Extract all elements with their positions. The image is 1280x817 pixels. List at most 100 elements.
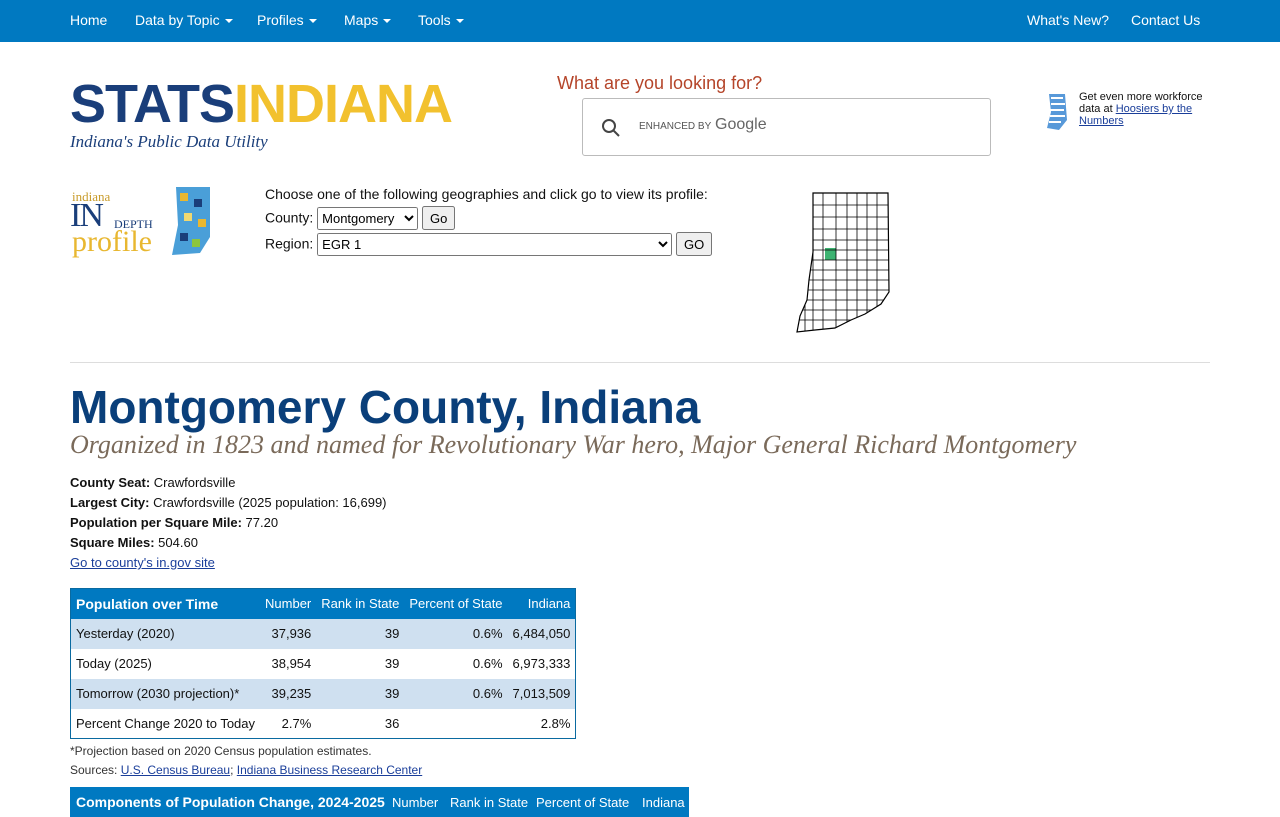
cell-rank: 39 — [316, 678, 405, 709]
table2-header: Number — [392, 795, 439, 810]
fact-label: Population per Square Mile: — [70, 515, 242, 530]
nav-label: Maps — [344, 12, 379, 28]
nav-data-by-topic[interactable]: Data by Topic — [135, 12, 233, 28]
search-box[interactable]: ENHANCED BY Google — [582, 98, 991, 156]
fact-value: Crawfordsville (2025 population: 16,699) — [153, 495, 387, 510]
population-table: Population over Time Number Rank in State P… — [70, 588, 577, 739]
promo-link[interactable]: Hoosiers by the Numbers — [1079, 103, 1193, 127]
nav-profiles[interactable]: Profiles — [257, 12, 317, 28]
cell-indiana: 2.8% — [540, 715, 571, 731]
cell-label: Today (2025) — [76, 656, 152, 671]
table2-header: Components of Population Change, 2024-20… — [76, 794, 385, 810]
cell-indiana: 6,973,333 — [512, 656, 571, 671]
search-prompt: What are you looking for? — [557, 73, 763, 93]
profile-logo: indiana IN DEPTH profile — [70, 185, 212, 263]
nav-whats-new[interactable]: What's New? — [1027, 12, 1110, 28]
profile-logo-mosaic — [172, 187, 210, 255]
sources-separator: ; — [230, 763, 234, 777]
promo-icon — [1047, 94, 1067, 130]
cell-rank: 39 — [384, 656, 400, 671]
indiana-map — [796, 192, 890, 333]
table-header: Population over Time Number Rank in State P… — [70, 588, 576, 619]
fact-value: Crawfordsville — [153, 475, 236, 490]
table-row: Tomorrow (2030 projection)* 39,235 39 0.6% 7… — [70, 678, 576, 709]
site-logo[interactable]: STATSINDIANA — [70, 74, 453, 134]
cell-rank: 39 — [316, 618, 405, 649]
nav-tools[interactable]: Tools — [418, 12, 464, 28]
cell-indiana: 6,484,050 — [507, 618, 576, 649]
cell-number: 2.7% — [281, 715, 312, 731]
search-enhanced: ENHANCED BY — [639, 121, 712, 132]
fact-row: County Seat: Crawfordsville — [70, 473, 387, 493]
table2-header: Percent of State — [536, 795, 630, 810]
county-select[interactable]: Montgomery — [317, 206, 419, 230]
column-header: Rank in State — [316, 588, 405, 619]
cell-number: 39,235 — [260, 678, 317, 709]
fact-row: Largest City: Crawfordsville (2025 popul… — [70, 493, 387, 513]
cell-number: 37,936 — [260, 618, 317, 649]
nav-maps[interactable]: Maps — [344, 12, 392, 28]
fact-row: Population per Square Mile: 77.20 — [70, 513, 387, 533]
sources: Sources: U.S. Census Bureau; Indiana Bus… — [70, 761, 422, 780]
region-go[interactable]: GO — [676, 232, 713, 256]
column-header: Number — [260, 588, 317, 619]
page-subtitle: Organized in 1823 and named for Revoluti… — [70, 430, 1077, 459]
fact-value: 504.60 — [158, 535, 198, 550]
geography-instruction: Choose one of the following geographies … — [265, 186, 708, 202]
region-row: Region: EGR 1 GO — [265, 232, 713, 256]
components-table-header: Components of Population Change, 2024-20… — [70, 787, 689, 817]
nav-label: Tools — [418, 12, 451, 28]
nav-contact[interactable]: Contact Us — [1131, 12, 1201, 28]
table2-header: Rank in State — [450, 795, 529, 810]
column-header: Indiana — [507, 588, 576, 619]
cell-percent: 0.6% — [404, 618, 508, 649]
cell-percent: 0.6% — [404, 678, 508, 709]
county-go[interactable]: Go — [422, 206, 456, 230]
footnote: *Projection based on 2020 Census populat… — [70, 744, 372, 758]
logo-stats: STATS — [70, 74, 235, 134]
cell-label: Percent Change 2020 to Today — [76, 715, 256, 731]
column-header: Population over Time — [70, 588, 261, 619]
nav-label: Data by Topic — [135, 12, 220, 28]
table-row: Yesterday (2020) 37,936 39 0.6% 6,484,050 — [70, 618, 576, 649]
fact-label: County Seat: — [70, 475, 151, 490]
geography-chooser: Choose one of the following geographies … — [265, 186, 713, 256]
profile-logo-depth: DEPTH — [114, 217, 153, 231]
cell-percent: 0.6% — [472, 656, 503, 671]
search-icon — [602, 119, 620, 137]
cell-number: 38,954 — [271, 656, 312, 671]
fact-label: Square Miles: — [70, 535, 155, 550]
cell-rank: 36 — [384, 715, 400, 731]
county-link[interactable]: Go to county's in.gov site — [70, 555, 215, 570]
cell-indiana: 7,013,509 — [507, 678, 576, 709]
profile-logo-profile: profile — [72, 225, 152, 258]
facts: County Seat: Crawfordsville Largest City:… — [70, 473, 387, 573]
region-select[interactable]: EGR 1 — [317, 232, 673, 256]
county-row: County: Montgomery Go — [265, 206, 712, 230]
column-header: Percent of State — [404, 588, 508, 619]
fact-label: Largest City: — [70, 495, 150, 510]
cell-empty — [404, 709, 507, 739]
search-google: Google — [715, 116, 767, 133]
source-link[interactable]: Indiana Business Research Center — [236, 763, 423, 777]
source-link[interactable]: U.S. Census Bureau — [120, 763, 231, 777]
profile-logo-in: IN — [70, 197, 104, 234]
county-label: County: — [265, 209, 314, 226]
table-notes: *Projection based on 2020 Census populat… — [70, 742, 422, 780]
table-row: Today (2025) 38,954 39 0.6% 6,973,333 — [71, 649, 576, 679]
promo: Get even more workforce data at Hoosiers… — [1079, 91, 1214, 127]
divider — [70, 362, 1210, 363]
county-link-row: Go to county's in.gov site — [70, 553, 387, 573]
table-row: Percent Change 2020 to Today 2.7% 36 2.8% — [71, 709, 576, 739]
cell-label: Yesterday (2020) — [70, 618, 261, 649]
cell-label: Tomorrow (2030 projection)* — [70, 678, 261, 709]
sources-label: Sources: — [70, 763, 118, 777]
profile-logo-top: indiana — [72, 189, 111, 204]
logo-indiana: INDIANA — [234, 74, 453, 134]
fact-row: Square Miles: 504.60 — [70, 533, 387, 553]
page-title: Montgomery County, Indiana — [70, 381, 701, 433]
nav-home[interactable]: Home — [70, 12, 108, 28]
region-label: Region: — [265, 235, 314, 252]
fact-value: 77.20 — [245, 515, 279, 530]
